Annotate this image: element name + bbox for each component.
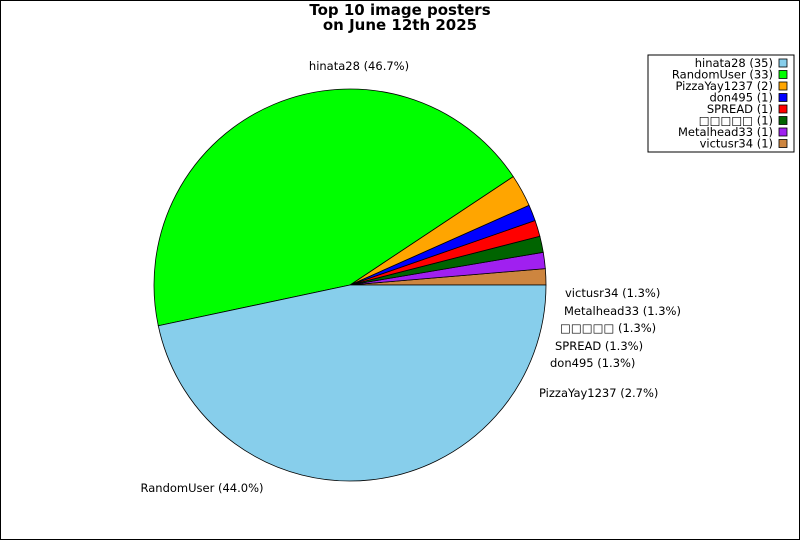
slice-label-2: PizzaYay1237 (2.7%) xyxy=(539,386,658,400)
pie-slices xyxy=(153,88,547,482)
chart-title-line-1: Top 10 image posters xyxy=(309,1,491,19)
legend-swatch-4 xyxy=(778,104,788,114)
legend-entry-2: PizzaYay1237 (2) xyxy=(675,79,773,93)
slice-label-1: RandomUser (44.0%) xyxy=(141,481,264,495)
legend-entry-3: don495 (1) xyxy=(709,91,773,105)
legend-entry-1: RandomUser (33) xyxy=(672,68,773,82)
slice-label-3: don495 (1.3%) xyxy=(550,356,635,370)
slice-label-6: Metalhead33 (1.3%) xyxy=(564,304,681,318)
legend-swatch-2 xyxy=(778,81,788,91)
slice-label-0: hinata28 (46.7%) xyxy=(309,59,409,73)
chart-title-line-2: on June 12th 2025 xyxy=(322,16,478,34)
slice-label-5: □□□□□ (1.3%) xyxy=(560,321,656,335)
chart-title: Top 10 image posters on June 12th 2025 xyxy=(1,3,799,33)
legend-swatch-6 xyxy=(778,127,788,137)
legend-swatch-0 xyxy=(778,58,788,68)
legend-entry-4: SPREAD (1) xyxy=(707,102,773,116)
slice-labels: hinata28 (46.7%) RandomUser (44.0%) PizzaY… xyxy=(141,59,681,495)
legend-entry-7: victusr34 (1) xyxy=(700,137,773,151)
slice-label-4: SPREAD (1.3%) xyxy=(555,339,643,353)
pie-slice-1 xyxy=(153,88,514,327)
legend-swatch-5 xyxy=(778,116,788,125)
legend: hinata28 (35)RandomUser (33)PizzaYay1237… xyxy=(647,54,795,153)
legend-entry-6: Metalhead33 (1) xyxy=(678,125,773,139)
legend-swatch-1 xyxy=(778,70,788,79)
pie-slice-0 xyxy=(157,284,547,482)
slice-label-7: victusr34 (1.3%) xyxy=(565,286,660,300)
legend-entry-0: hinata28 (35) xyxy=(695,56,773,70)
legend-entry-5: □□□□□ (1) xyxy=(699,114,773,128)
legend-swatch-3 xyxy=(778,93,788,102)
legend-box xyxy=(647,54,795,153)
legend-swatch-7 xyxy=(778,139,788,148)
